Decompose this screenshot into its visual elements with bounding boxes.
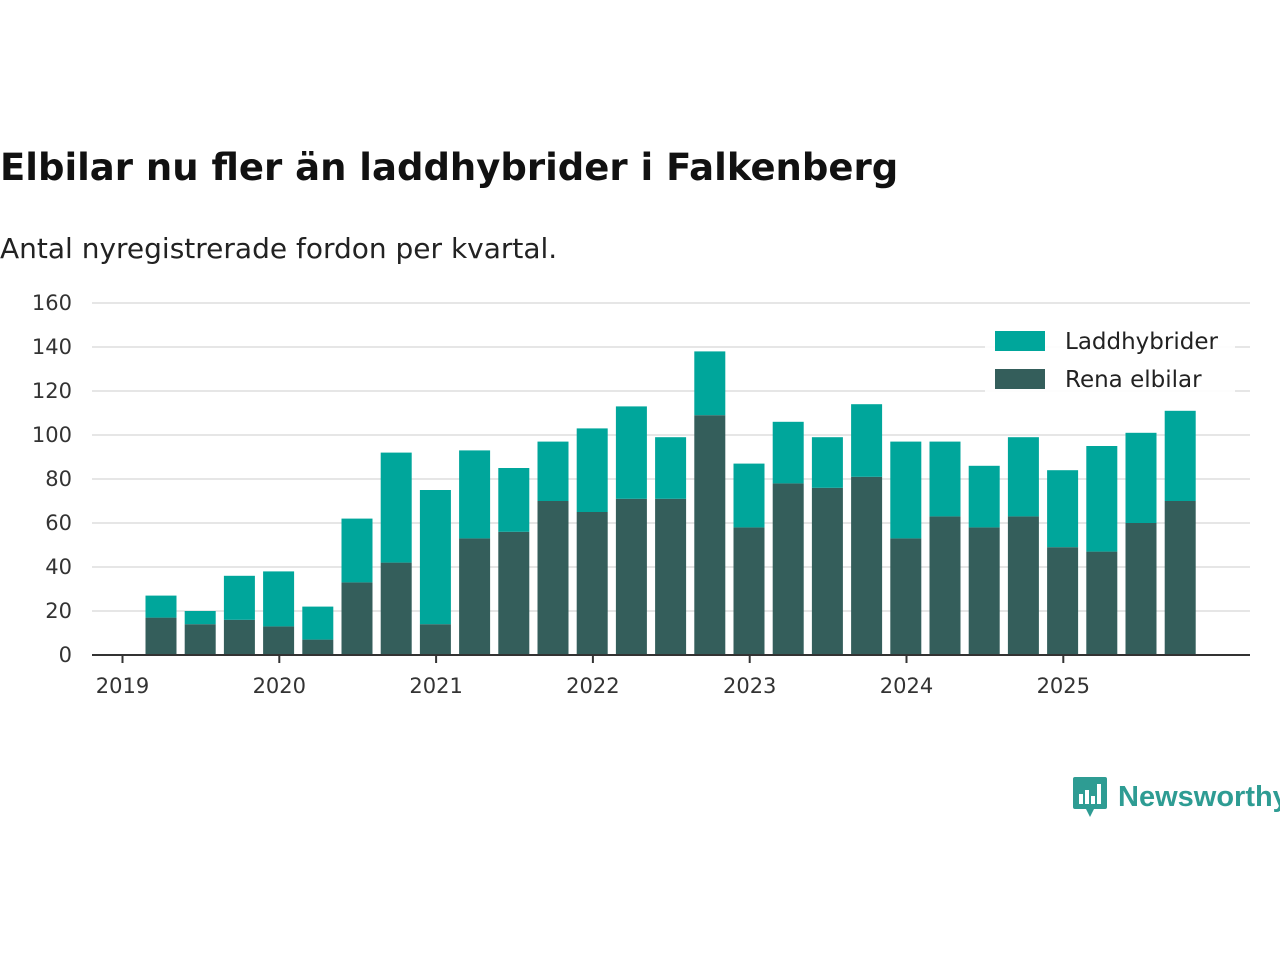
x-tick-label: 2019 bbox=[96, 674, 149, 698]
y-tick-label: 0 bbox=[59, 643, 72, 667]
legend: Laddhybrider Rena elbilar bbox=[985, 324, 1235, 400]
bar-laddhybrider: Laddhybrider 2025 Q3: 41 bbox=[1125, 432, 1157, 523]
bar-rena-elbilar: Rena elbilar 2022 Q4: 109 bbox=[694, 415, 726, 655]
x-axis bbox=[92, 654, 1250, 663]
legend-swatch-rena-elbilar bbox=[995, 369, 1045, 389]
stacked-bar-chart: 0 20 40 60 80 100 120 140 160 Rena elbilar 2019 … bbox=[32, 291, 1250, 698]
legend-label: Rena elbilar bbox=[1065, 367, 1202, 393]
bar-laddhybrider: Laddhybrider 2025 Q2: 48 bbox=[1086, 446, 1118, 552]
bar-rena-elbilar: Rena elbilar 2019 Q3: 14 bbox=[184, 624, 216, 655]
bar-rena-elbilar: Rena elbilar 2021 Q4: 70 bbox=[537, 501, 569, 655]
bar-rena-elbilar: Rena elbilar 2025 Q3: 60 bbox=[1125, 523, 1157, 655]
bar-laddhybrider: Laddhybrider 2023 Q2: 28 bbox=[772, 421, 804, 484]
bar-rena-elbilar: Rena elbilar 2025 Q4: 70 bbox=[1164, 501, 1196, 655]
y-tick-label: 120 bbox=[32, 379, 72, 403]
x-tick-label: 2025 bbox=[1037, 674, 1090, 698]
bar-rena-elbilar: Rena elbilar 2023 Q1: 58 bbox=[733, 527, 765, 655]
bar-rena-elbilar: Rena elbilar 2020 Q3: 33 bbox=[341, 582, 373, 655]
bar-laddhybrider: Laddhybrider 2023 Q1: 29 bbox=[733, 463, 765, 528]
bar-laddhybrider: Laddhybrider 2025 Q4: 41 bbox=[1164, 410, 1196, 501]
bar-laddhybrider: Laddhybrider 2022 Q2: 42 bbox=[615, 406, 647, 499]
y-tick-label: 20 bbox=[45, 599, 72, 623]
bar-rena-elbilar: Rena elbilar 2023 Q2: 78 bbox=[772, 483, 804, 655]
bar-rena-elbilar: Rena elbilar 2022 Q2: 71 bbox=[615, 498, 647, 655]
x-tick-label: 2024 bbox=[880, 674, 933, 698]
bar-laddhybrider: Laddhybrider 2019 Q4: 20 bbox=[223, 575, 255, 620]
y-axis-labels: 0 20 40 60 80 100 120 140 160 bbox=[32, 291, 72, 667]
bar-rena-elbilar: Rena elbilar 2020 Q2: 7 bbox=[302, 639, 334, 655]
bar-laddhybrider: Laddhybrider 2024 Q1: 44 bbox=[890, 441, 922, 539]
bar-rena-elbilar: Rena elbilar 2022 Q1: 65 bbox=[576, 512, 608, 655]
bar-rena-elbilar: Rena elbilar 2024 Q3: 58 bbox=[968, 527, 1000, 655]
bar-chart-speech-icon bbox=[1073, 777, 1107, 817]
bar-rena-elbilar: Rena elbilar 2024 Q4: 63 bbox=[1007, 516, 1039, 655]
bars: Rena elbilar 2019 Q2: 17Laddhybrider 201… bbox=[145, 351, 1196, 655]
bar-laddhybrider: Laddhybrider 2019 Q3: 6 bbox=[184, 611, 216, 625]
bar-rena-elbilar: Rena elbilar 2020 Q1: 13 bbox=[263, 626, 295, 655]
bar-laddhybrider: Laddhybrider 2023 Q4: 33 bbox=[851, 404, 883, 477]
x-tick-label: 2020 bbox=[253, 674, 306, 698]
bar-rena-elbilar: Rena elbilar 2019 Q2: 17 bbox=[145, 617, 177, 655]
x-axis-labels: 2019 2020 2021 2022 2023 2024 2025 bbox=[96, 674, 1090, 698]
y-tick-label: 60 bbox=[45, 511, 72, 535]
bar-laddhybrider: Laddhybrider 2021 Q3: 29 bbox=[498, 468, 530, 532]
bar-laddhybrider: Laddhybrider 2021 Q1: 61 bbox=[419, 490, 451, 625]
y-tick-label: 40 bbox=[45, 555, 72, 579]
bar-rena-elbilar: Rena elbilar 2024 Q2: 63 bbox=[929, 516, 961, 655]
bar-rena-elbilar: Rena elbilar 2023 Q4: 81 bbox=[851, 476, 883, 655]
bar-rena-elbilar: Rena elbilar 2021 Q1: 14 bbox=[419, 624, 451, 655]
y-tick-label: 160 bbox=[32, 291, 72, 315]
bar-laddhybrider: Laddhybrider 2020 Q3: 29 bbox=[341, 518, 373, 583]
bar-rena-elbilar: Rena elbilar 2019 Q4: 16 bbox=[223, 619, 255, 655]
bar-laddhybrider: Laddhybrider 2020 Q4: 50 bbox=[380, 452, 412, 563]
x-tick-label: 2021 bbox=[409, 674, 462, 698]
bar-laddhybrider: Laddhybrider 2022 Q3: 28 bbox=[655, 437, 687, 499]
bar-laddhybrider: Laddhybrider 2021 Q4: 27 bbox=[537, 441, 569, 501]
y-tick-label: 80 bbox=[45, 467, 72, 491]
legend-swatch-laddhybrider bbox=[995, 331, 1045, 351]
bar-rena-elbilar: Rena elbilar 2024 Q1: 53 bbox=[890, 538, 922, 655]
bar-laddhybrider: Laddhybrider 2024 Q2: 34 bbox=[929, 441, 961, 517]
bar-laddhybrider: Laddhybrider 2022 Q1: 38 bbox=[576, 428, 608, 512]
bar-laddhybrider: Laddhybrider 2021 Q2: 40 bbox=[459, 450, 491, 539]
bar-rena-elbilar: Rena elbilar 2022 Q3: 71 bbox=[655, 498, 687, 655]
bar-laddhybrider: Laddhybrider 2022 Q4: 29 bbox=[694, 351, 726, 416]
bar-rena-elbilar: Rena elbilar 2021 Q2: 53 bbox=[459, 538, 491, 655]
bar-rena-elbilar: Rena elbilar 2025 Q2: 47 bbox=[1086, 551, 1118, 655]
y-tick-label: 100 bbox=[32, 423, 72, 447]
x-tick-label: 2022 bbox=[566, 674, 619, 698]
chart-title: Elbilar nu fler än laddhybrider i Falken… bbox=[0, 146, 899, 189]
legend-label: Laddhybrider bbox=[1065, 329, 1218, 355]
bar-laddhybrider: Laddhybrider 2024 Q3: 28 bbox=[968, 465, 1000, 528]
bar-rena-elbilar: Rena elbilar 2020 Q4: 42 bbox=[380, 562, 412, 655]
bar-laddhybrider: Laddhybrider 2025 Q1: 35 bbox=[1047, 470, 1079, 548]
y-tick-label: 140 bbox=[32, 335, 72, 359]
chart-subtitle: Antal nyregistrerade fordon per kvartal. bbox=[0, 232, 558, 265]
bar-rena-elbilar: Rena elbilar 2021 Q3: 56 bbox=[498, 531, 530, 655]
bar-laddhybrider: Laddhybrider 2024 Q4: 36 bbox=[1007, 437, 1039, 517]
bar-laddhybrider: Laddhybrider 2020 Q2: 15 bbox=[302, 606, 334, 640]
bar-rena-elbilar: Rena elbilar 2023 Q3: 76 bbox=[811, 487, 843, 655]
bar-rena-elbilar: Rena elbilar 2025 Q1: 49 bbox=[1047, 547, 1079, 655]
bar-laddhybrider: Laddhybrider 2019 Q2: 10 bbox=[145, 595, 177, 618]
bar-laddhybrider: Laddhybrider 2020 Q1: 25 bbox=[263, 571, 295, 627]
brand-name: Newsworthy bbox=[1118, 780, 1280, 813]
x-tick-label: 2023 bbox=[723, 674, 776, 698]
newsworthy-logo: Newsworthy bbox=[1072, 776, 1280, 818]
bar-laddhybrider: Laddhybrider 2023 Q3: 23 bbox=[811, 437, 843, 488]
